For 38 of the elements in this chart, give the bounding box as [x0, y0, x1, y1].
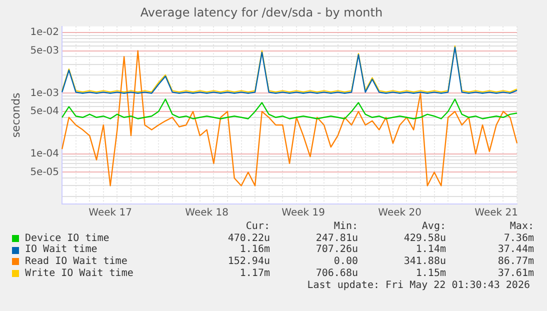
text: Last update: Fri May 22 01:30:43 2026 — [307, 280, 530, 291]
y-tick-label: 1e-02 — [30, 27, 60, 38]
text: Avg: — [420, 221, 446, 233]
text: 1.16m — [238, 244, 270, 256]
legend-label: Write IO Wait time — [25, 268, 134, 280]
text: 86.77m — [496, 256, 534, 268]
text: 152.94u — [226, 256, 270, 268]
y-axis-title: seconds — [9, 92, 22, 138]
y-tick-label: 5e-03 — [30, 45, 60, 56]
y-tick-label: 1e-03 — [30, 88, 60, 99]
text: 1.14m — [414, 244, 446, 256]
text: 429.58u — [402, 232, 446, 244]
text: 247.81u — [314, 232, 358, 244]
text: 37.61m — [496, 268, 534, 280]
text: Cur: — [244, 221, 270, 233]
y-tick-label: 1e-04 — [30, 148, 60, 160]
text: 706.68u — [314, 268, 358, 280]
x-tick-label: Week 19 — [282, 208, 325, 219]
text: 1.17m — [238, 268, 270, 280]
legend-label: IO Wait time — [25, 244, 98, 256]
legend-label: Device IO time — [25, 232, 110, 244]
text: 37.44m — [496, 244, 534, 256]
legend-label: Read IO Wait time — [25, 256, 128, 268]
chart-title: Average latency for /dev/sda - by month — [140, 5, 383, 20]
text: 341.88u — [402, 256, 446, 268]
text: 1.15m — [414, 268, 446, 280]
x-tick-label: Week 18 — [185, 208, 228, 219]
text: Min: — [332, 221, 358, 233]
x-tick-label: Week 17 — [88, 208, 132, 219]
text: 707.26u — [314, 244, 358, 256]
text: 7.36m — [502, 232, 534, 244]
text: 0.00 — [332, 256, 358, 268]
x-tick-label: Week 20 — [378, 208, 422, 219]
text: Max: — [508, 221, 534, 233]
y-tick-label: 5e-05 — [30, 166, 60, 178]
text: 470.22u — [226, 232, 270, 244]
x-tick-label: Week 21 — [474, 208, 518, 219]
y-tick-label: 5e-04 — [30, 106, 60, 118]
